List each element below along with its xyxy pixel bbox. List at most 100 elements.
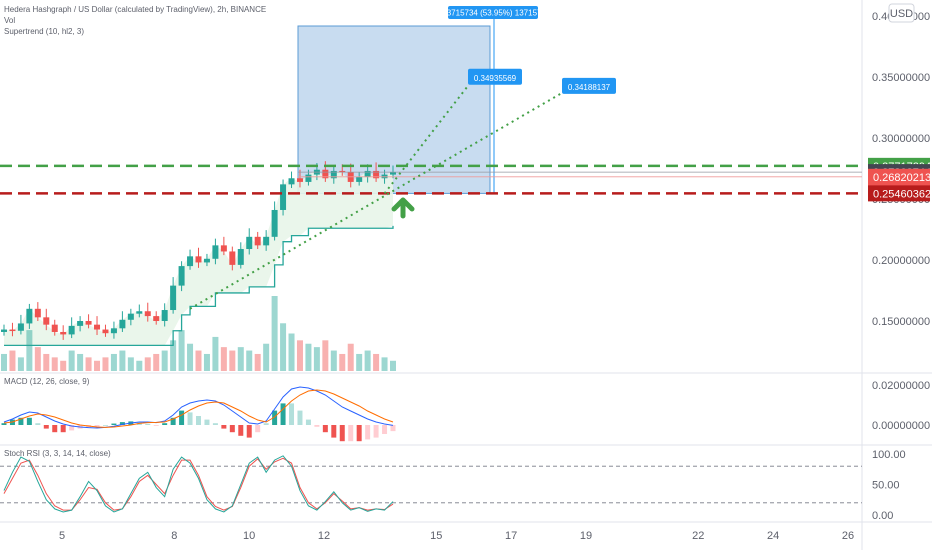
- macd-histogram-bar: [348, 425, 354, 442]
- time-tick-label: 24: [767, 530, 779, 542]
- stop-price-tag-bg: [868, 185, 930, 202]
- volume-bar: [119, 350, 126, 371]
- macd-histogram-bar: [365, 425, 371, 440]
- macd-histogram-bar: [196, 416, 201, 425]
- candle-body: [296, 178, 303, 182]
- supertrend-fill: [4, 169, 393, 346]
- price-tick-label: 0.20000000: [872, 255, 930, 267]
- projection-tag-1: 0.34935569: [474, 74, 517, 83]
- volume-bar: [246, 350, 253, 371]
- candle-body: [51, 324, 58, 332]
- volume-bar: [390, 360, 396, 371]
- stoch-d-line: [3, 457, 394, 511]
- candle-body: [237, 249, 244, 265]
- volume-legend[interactable]: Vol: [4, 16, 15, 25]
- macd-histogram-bar: [272, 410, 278, 425]
- volume-bar: [280, 323, 287, 371]
- candle-body: [280, 184, 287, 210]
- macd-histogram-bar: [35, 423, 41, 425]
- macd-histogram-bar: [289, 403, 295, 425]
- candle-body: [263, 236, 270, 246]
- volume-bar: [170, 340, 177, 371]
- volume-bar: [102, 357, 109, 371]
- macd-histogram-bar: [305, 419, 311, 425]
- price-tick-label: 0.15000000: [872, 316, 930, 328]
- candle-body: [161, 310, 168, 321]
- volume-bar: [229, 350, 236, 371]
- macd-histogram-bar: [204, 419, 210, 425]
- macd-histogram-bar: [339, 425, 345, 442]
- volume-bar: [85, 357, 92, 371]
- volume-bar: [237, 347, 244, 371]
- time-tick-label: 19: [580, 530, 592, 542]
- stoch-axis[interactable]: 100.00 50.00 0.00: [872, 449, 906, 522]
- volume-bar: [220, 347, 227, 371]
- macd-histogram-bar: [145, 423, 151, 425]
- volume-bar: [17, 357, 24, 371]
- volume-bar: [305, 343, 312, 371]
- volume-bar: [43, 353, 50, 371]
- currency-label: USD: [890, 8, 913, 20]
- volume-bar: [51, 357, 58, 371]
- stoch-legend[interactable]: Stoch RSI (3, 3, 14, 14, close): [4, 449, 111, 458]
- candle-body: [203, 258, 210, 263]
- symbol-legend[interactable]: Hedera Hashgraph / US Dollar (calculated…: [4, 5, 266, 14]
- volume-bar: [203, 353, 210, 371]
- volume-bar: [381, 357, 388, 371]
- volume-bar: [9, 350, 16, 371]
- macd-histogram-bar: [153, 425, 159, 426]
- macd-axis[interactable]: 0.02000000 0.00000000: [872, 380, 930, 432]
- volume-bar: [144, 357, 151, 371]
- up-arrow-icon: [391, 197, 415, 219]
- volume-bar: [322, 340, 329, 371]
- candle-body: [127, 313, 134, 320]
- time-tick-label: 8: [171, 530, 177, 542]
- macd-histogram-bar: [297, 410, 303, 425]
- candle-body: [390, 172, 396, 175]
- volume-bar: [296, 340, 303, 371]
- stoch-k-line: [3, 455, 394, 513]
- candle-body: [60, 331, 67, 335]
- candle-body: [288, 178, 295, 185]
- volume-bar: [212, 336, 219, 371]
- candle-body: [322, 169, 329, 179]
- macd-histogram-bar: [94, 425, 100, 427]
- time-axis[interactable]: 5 8 10 12 15 17 19 22 24 26: [59, 530, 854, 542]
- volume-bar: [1, 353, 7, 371]
- volume-bar: [187, 343, 194, 371]
- supertrend-legend[interactable]: Supertrend (10, hl2, 3): [4, 27, 84, 36]
- macd-tick-label: 0.00000000: [872, 420, 930, 432]
- price-tick-label: 0.30000000: [872, 133, 930, 145]
- candle-body: [110, 328, 117, 334]
- candle-body: [178, 266, 185, 286]
- candle-body: [94, 324, 101, 330]
- macd-histogram-bar: [255, 425, 261, 433]
- currency-button[interactable]: USD: [888, 3, 915, 23]
- candle-body: [305, 174, 312, 182]
- volume-bar: [77, 353, 84, 371]
- macd-histogram-bar: [246, 425, 252, 438]
- macd-histogram-bar: [314, 425, 320, 427]
- volume-bar: [373, 353, 380, 371]
- macd-legend[interactable]: MACD (12, 26, close, 9): [4, 377, 90, 386]
- candle-layer: [1, 161, 396, 340]
- measure-box: [297, 25, 491, 194]
- candle-body: [136, 311, 143, 314]
- macd-histogram-bar: [322, 425, 328, 433]
- candle-body: [339, 170, 346, 173]
- macd-histogram-bar: [280, 403, 286, 425]
- level-layer: [0, 164, 862, 195]
- candle-body: [119, 319, 126, 329]
- macd-histogram-bar: [229, 425, 235, 433]
- supertrend-line: [4, 225, 394, 347]
- time-tick-label: 15: [430, 530, 442, 542]
- macd-histogram-bar: [69, 425, 75, 431]
- candle-body: [229, 251, 236, 265]
- volume-bar: [288, 333, 295, 371]
- projection-tag-2: 0.34188137: [568, 83, 611, 92]
- volume-layer: [1, 296, 396, 371]
- time-tick-label: 5: [59, 530, 65, 542]
- volume-bar: [60, 360, 67, 371]
- candle-body: [77, 321, 84, 326]
